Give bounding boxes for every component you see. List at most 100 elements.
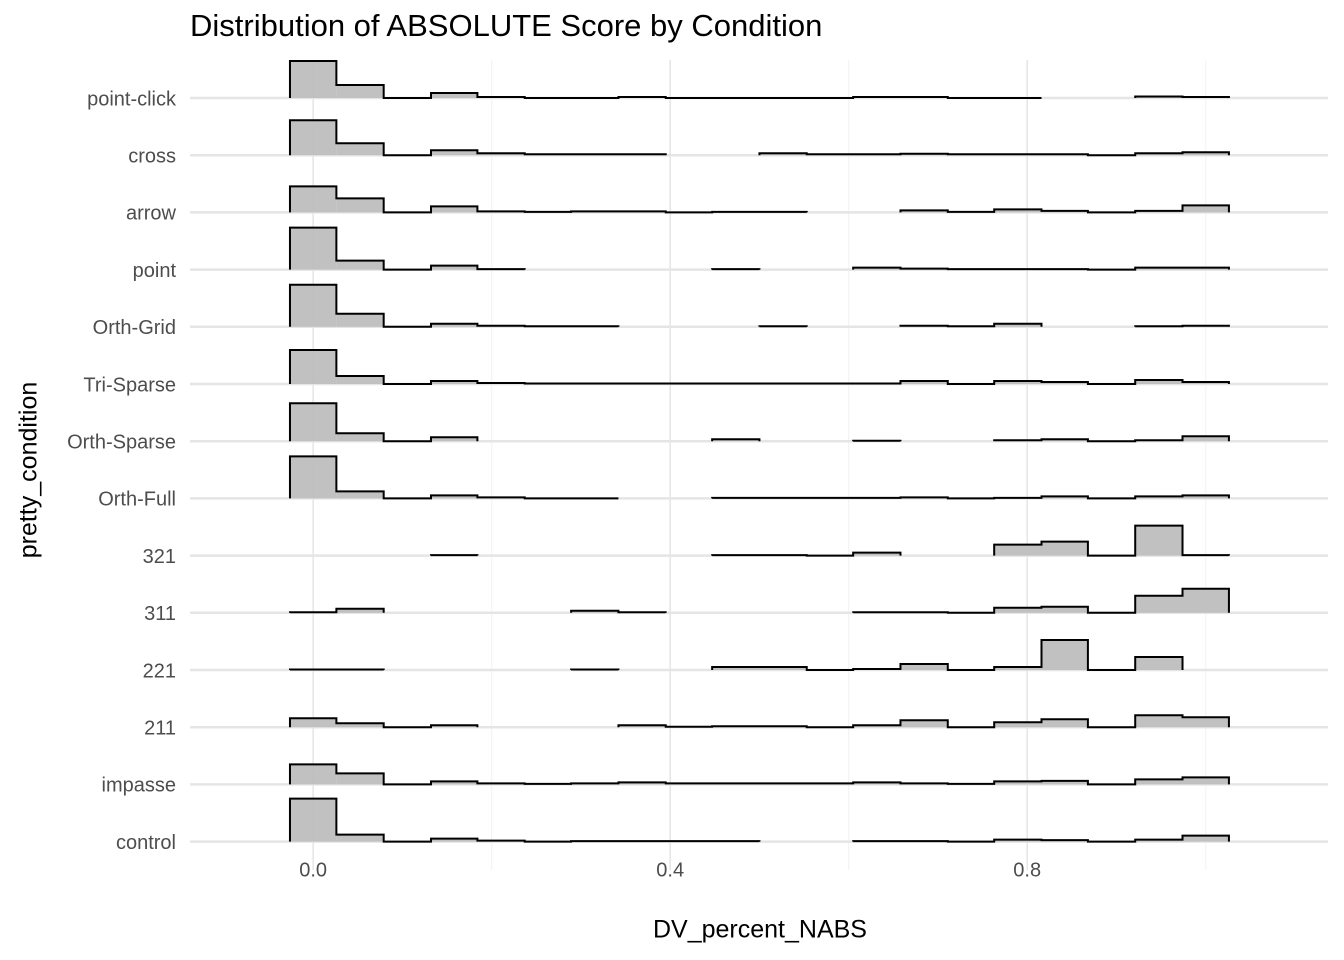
y-tick-label: 311 [144,603,176,625]
bin-bar [336,433,384,442]
bin-bar [430,323,478,327]
bin-bar [289,227,337,270]
step-outline [288,587,1230,614]
bin-bar [336,85,384,98]
x-tick-label: 0.0 [299,859,327,881]
bin-bar [430,381,478,384]
step-outline [288,119,1230,157]
bin-bar [430,265,478,270]
bin-bar [759,667,807,670]
x-tick-label: 0.4 [656,859,684,881]
bin-bar [900,664,948,670]
y-tick-label: control [116,832,176,854]
y-tick-label: point-click [87,88,177,110]
bin-bar [994,667,1042,670]
step-outline [288,226,1230,271]
bin-bar [289,120,337,156]
step-outline [288,763,1230,786]
y-tick-label: Orth-Sparse [67,431,176,453]
bin-bar [853,552,901,556]
bin-bar [336,143,384,156]
bin-bar [1135,779,1183,785]
bin-bar [1182,495,1229,499]
bin-bar [994,607,1042,613]
y-tick-label: 321 [143,546,176,568]
bin-bar [336,834,384,842]
bin-bar [430,437,478,442]
step-outline [288,797,1230,843]
step-outline [288,455,1230,500]
x-axis-label: DV_percent_NABS [653,916,867,944]
step-outline [288,402,1230,443]
bin-bar [1182,436,1229,442]
bin-bar [994,722,1042,728]
bin-bar [900,381,948,384]
y-tick-label: impasse [102,775,176,797]
bin-bar [289,403,337,442]
y-tick-label: arrow [126,203,177,225]
bin-bar [430,781,478,785]
bin-bar [994,323,1042,327]
bin-bar [1041,719,1088,728]
y-tick-label: 221 [143,660,176,682]
bin-bar [430,93,478,98]
step-outline [288,60,1230,99]
bin-bar [1182,777,1229,785]
step-outline [288,283,1230,328]
bin-bar [1182,835,1229,842]
bin-bar [289,764,337,785]
step-outline [288,185,1230,214]
y-tick-label: point [133,260,177,282]
bin-bar [1135,715,1183,728]
bin-bar [1041,780,1088,785]
step-outline [288,714,1230,729]
bin-bar [289,186,337,213]
y-tick-label: 211 [144,717,176,739]
bin-bar [336,376,384,384]
bin-bar [289,798,337,842]
bin-bar [336,313,384,327]
step-outline [288,349,1230,385]
y-axis-label: pretty_condition [15,382,43,559]
bin-bar [1182,717,1229,728]
y-tick-label: Orth-Full [98,489,176,511]
bin-bar [336,608,384,613]
bin-bar [289,61,337,98]
x-tick-label: 0.8 [1013,859,1041,881]
bin-bar [336,491,384,499]
bin-bar [430,495,478,499]
bin-bar [994,209,1042,213]
bin-bar [289,456,337,499]
bin-bar [1135,595,1183,613]
bin-bar [336,723,384,728]
bin-bar [994,544,1042,556]
bin-bar [994,781,1042,785]
bin-bar [336,198,384,213]
bin-bar [712,667,760,670]
y-tick-label: Tri-Sparse [83,374,176,396]
bin-bar [289,718,337,728]
bin-bar [1182,205,1229,213]
bin-bar [430,150,478,156]
chart-title: Distribution of ABSOLUTE Score by Condit… [190,8,822,43]
step-outline [288,639,1184,671]
bin-bar [1135,657,1183,670]
bin-bar [1182,588,1229,613]
y-tick-label: cross [128,145,176,167]
bin-bar [289,350,337,384]
step-outline [429,524,1230,557]
bin-bar [1135,525,1183,556]
bin-bar [336,260,384,270]
bin-bar [1182,152,1229,156]
bin-bar [900,720,948,728]
bin-bar [430,838,478,842]
bin-bar [1041,541,1088,556]
bin-bar [336,773,384,785]
bin-bar [430,206,478,213]
bin-bar [289,284,337,327]
y-tick-label: Orth-Grid [93,317,176,339]
bin-bar [1041,606,1088,613]
bin-bar [1041,640,1088,670]
bin-bar [1135,380,1183,384]
